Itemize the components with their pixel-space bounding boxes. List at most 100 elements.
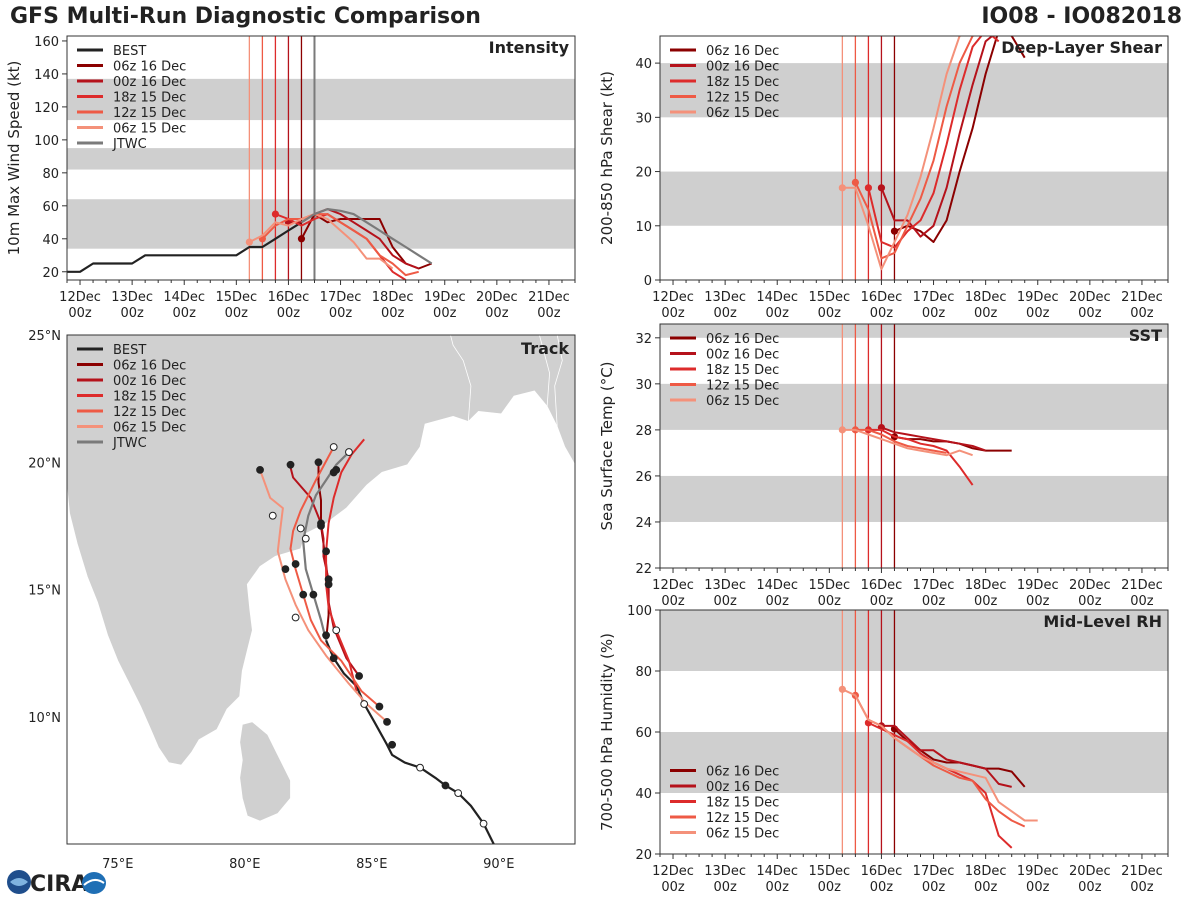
- shear-xtick-label-day: 12Dec: [652, 290, 694, 305]
- shear-series-group: [838, 36, 1026, 271]
- track-position-dot: [441, 781, 450, 790]
- track-position-dot: [345, 448, 353, 456]
- track-position-dot: [329, 654, 338, 663]
- track-position-dot: [314, 458, 323, 467]
- shear-xtick-label-day: 16Dec: [861, 290, 903, 305]
- rh-legend-label: 12z 15 Dec: [706, 811, 779, 826]
- track-legend-label: 06z 16 Dec: [113, 359, 186, 374]
- sst-xtick-label-hour: 00z: [974, 594, 998, 609]
- rh-xtick-label-hour: 00z: [661, 880, 685, 895]
- intensity-legend-label: BEST: [113, 44, 146, 59]
- rh-legend-label: 06z 15 Dec: [706, 827, 779, 842]
- shear-ytick-label: 0: [644, 274, 652, 289]
- sst-series-line: [855, 428, 947, 454]
- shear-series-line: [867, 36, 1000, 249]
- rh-panel: 2040608010012Dec00z13Dec00z14Dec00z15Dec…: [598, 604, 1169, 895]
- intensity-xtick-label-hour: 00z: [485, 306, 509, 321]
- track-position-dot: [256, 465, 264, 474]
- track-position-dot: [322, 547, 330, 556]
- rh-series-start-point: [838, 685, 846, 693]
- track-ytick-label: 20°N: [28, 456, 61, 471]
- rh-band: [660, 732, 1168, 793]
- shear-xtick-label-hour: 00z: [870, 306, 894, 321]
- sst-xtick-label-day: 21Dec: [1121, 578, 1163, 593]
- shear-legend-label: 06z 15 Dec: [706, 106, 779, 121]
- intensity-xtick-label-day: 21Dec: [528, 290, 570, 305]
- sst-band: [660, 324, 1168, 338]
- intensity-legend-label: 18z 15 Dec: [113, 91, 186, 106]
- sst-series-line: [868, 428, 974, 486]
- sst-xtick-label-day: 12Dec: [652, 578, 694, 593]
- india-landmass: [67, 335, 575, 766]
- track-legend-label: 18z 15 Dec: [113, 390, 186, 405]
- track-position-dot: [301, 534, 310, 543]
- shear-xtick-label-hour: 00z: [818, 306, 842, 321]
- shear-series-line: [894, 36, 1026, 243]
- track-position-dot: [322, 631, 330, 640]
- intensity-xtick-label-hour: 00z: [120, 306, 144, 321]
- rh-series-group: [838, 685, 1038, 849]
- sst-panel-title: SST: [1129, 326, 1162, 345]
- shear-legend-label: 06z 16 Dec: [706, 44, 779, 59]
- shear-xtick-label-day: 17Dec: [913, 290, 955, 305]
- shear-xtick-label-day: 14Dec: [756, 290, 798, 305]
- track-line: [325, 639, 495, 844]
- rh-xtick-label-day: 14Dec: [756, 864, 798, 879]
- cira-logo: CIRA: [4, 866, 108, 898]
- shear-xtick-label-hour: 00z: [1026, 306, 1050, 321]
- track-position-dot: [329, 443, 338, 451]
- intensity-ytick-label: 80: [42, 167, 59, 182]
- sst-xtick-label-day: 16Dec: [861, 578, 903, 593]
- track-position-dot: [317, 519, 325, 528]
- sst-legend-label: 06z 15 Dec: [706, 394, 779, 409]
- track-map-group: [67, 335, 575, 844]
- rh-xtick-label-hour: 00z: [974, 880, 998, 895]
- logo-swirl-icon: [10, 878, 28, 886]
- rh-ylabel: 700-500 hPa Humidity (%): [598, 633, 616, 831]
- track-position-dot: [360, 700, 369, 708]
- intensity-xtick-label-hour: 00z: [433, 306, 457, 321]
- sst-ytick-label: 28: [635, 424, 652, 439]
- shear-xtick-label-day: 19Dec: [1017, 290, 1059, 305]
- intensity-series-group: [67, 208, 433, 280]
- track-position-dot: [286, 460, 295, 469]
- intensity-series-line: [300, 208, 433, 265]
- shear-xtick-label-hour: 00z: [713, 306, 737, 321]
- sst-xtick-label-hour: 00z: [818, 594, 842, 609]
- shear-series-line: [854, 36, 976, 260]
- track-panel-title: Track: [521, 339, 569, 358]
- track-legend-label: BEST: [113, 343, 146, 358]
- shear-xtick-label-hour: 00z: [1130, 306, 1154, 321]
- logo-text: CIRA: [30, 872, 88, 897]
- shear-panel-title: Deep-Layer Shear: [1001, 38, 1162, 57]
- intensity-xtick-label-day: 14Dec: [163, 290, 205, 305]
- rh-xtick-label-hour: 00z: [713, 880, 737, 895]
- shear-legend-label: 00z 16 Dec: [706, 60, 779, 75]
- logo-seal-icon: [82, 872, 106, 894]
- sst-xtick-label-day: 14Dec: [756, 578, 798, 593]
- sst-series-line: [881, 426, 986, 452]
- rh-band: [660, 610, 1168, 671]
- rh-legend-label: 18z 15 Dec: [706, 796, 779, 811]
- shear-ytick-label: 30: [635, 111, 652, 126]
- track-position-dot: [309, 590, 318, 599]
- shear-xtick-label-hour: 00z: [766, 306, 790, 321]
- sst-ytick-label: 26: [635, 470, 652, 485]
- intensity-xtick-label-day: 12Dec: [59, 290, 101, 305]
- sst-xtick-label-day: 20Dec: [1069, 578, 1111, 593]
- sri-lanka-landmass: [239, 721, 291, 822]
- intensity-legend-label: 06z 16 Dec: [113, 60, 186, 75]
- rh-ytick-label: 40: [635, 787, 652, 802]
- rh-xtick-label-hour: 00z: [870, 880, 894, 895]
- track-position-dot: [375, 702, 384, 711]
- sst-xtick-label-hour: 00z: [922, 594, 946, 609]
- rh-xtick-label-day: 15Dec: [808, 864, 850, 879]
- sst-xtick-label-hour: 00z: [1026, 594, 1050, 609]
- intensity-xtick-label-hour: 00z: [381, 306, 405, 321]
- rh-xtick-label-day: 18Dec: [965, 864, 1007, 879]
- sst-band: [660, 475, 1168, 522]
- shear-series-line: [842, 36, 963, 271]
- sst-xtick-label-day: 15Dec: [808, 578, 850, 593]
- track-xtick-label: 90°E: [483, 857, 514, 872]
